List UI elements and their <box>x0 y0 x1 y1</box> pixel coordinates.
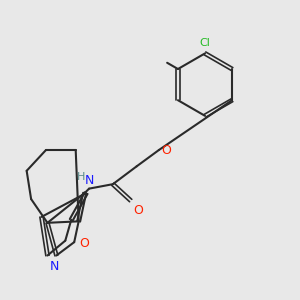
Text: N: N <box>84 174 94 187</box>
Text: N: N <box>50 260 60 273</box>
Text: O: O <box>80 237 89 250</box>
Text: O: O <box>161 143 171 157</box>
Text: O: O <box>134 203 143 217</box>
Text: H: H <box>76 172 85 182</box>
Text: Cl: Cl <box>200 38 210 48</box>
